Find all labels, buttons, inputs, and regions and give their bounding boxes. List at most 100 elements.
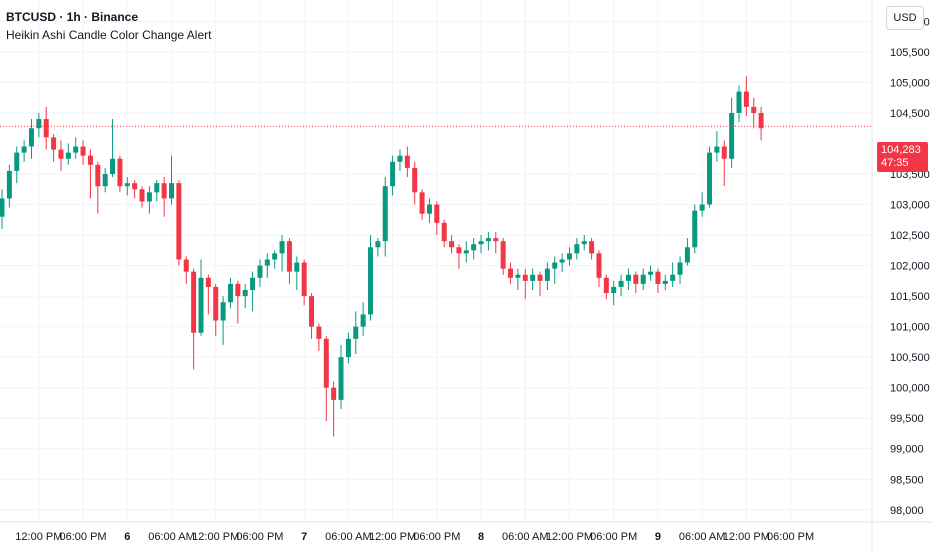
candle-body — [73, 146, 79, 153]
candle-up — [279, 235, 285, 272]
currency-button[interactable]: USD — [886, 6, 924, 30]
candle-body — [375, 241, 381, 248]
time-tick-label: 7 — [301, 531, 307, 543]
candle-up — [463, 241, 469, 263]
candle-down — [743, 76, 749, 116]
candle-body — [434, 204, 440, 223]
candle-body — [323, 338, 329, 388]
candle-up — [375, 238, 381, 257]
candle-body — [124, 183, 130, 187]
price-tick-label: 104,500 — [890, 108, 930, 120]
candle-down — [419, 189, 425, 220]
candle-up — [397, 149, 403, 171]
candle-up — [0, 189, 5, 229]
candle-down — [603, 274, 609, 300]
candle-body — [677, 262, 683, 275]
candle-up — [478, 235, 484, 254]
candle-body — [397, 155, 403, 162]
candle-body — [139, 189, 145, 202]
price-tick-label: 101,500 — [890, 291, 930, 303]
candle-down — [655, 268, 661, 294]
time-tick-label: 12:00 PM — [15, 531, 62, 543]
candle-body — [345, 338, 351, 358]
time-tick-label: 06:00 AM — [679, 531, 725, 543]
candle-down — [58, 140, 64, 171]
candle-up — [618, 274, 624, 297]
candle-up — [110, 119, 116, 178]
last-price-badge: 104,283 47:35 — [877, 142, 928, 172]
candle-body — [28, 128, 34, 147]
candle-up — [471, 238, 477, 260]
candle-body — [227, 283, 233, 303]
candle-down — [205, 274, 211, 315]
candle-up — [257, 259, 263, 287]
candle-up — [662, 274, 668, 290]
candle-body — [220, 302, 226, 321]
candle-up — [28, 119, 34, 159]
time-tick-label: 06:00 PM — [590, 531, 637, 543]
candle-body — [707, 152, 713, 205]
candle-body — [552, 262, 558, 269]
candle-up — [677, 256, 683, 284]
candle-up — [684, 238, 690, 266]
candle-body — [655, 271, 661, 284]
candle-body — [6, 170, 12, 199]
price-axis[interactable]: 106,000105,500105,000104,500103,500103,0… — [890, 16, 930, 516]
candle-up — [169, 155, 175, 205]
last-price-value: 104,283 — [881, 144, 921, 156]
price-tick-label: 98,000 — [890, 505, 924, 517]
candle-body — [714, 146, 720, 153]
candle-body — [102, 174, 108, 187]
candle-down — [537, 271, 543, 297]
price-tick-label: 105,500 — [890, 47, 930, 59]
candle-down — [500, 238, 506, 275]
indicator-title[interactable]: Heikin Ashi Candle Color Change Alert — [6, 28, 212, 42]
candle-down — [508, 262, 514, 284]
candle-body — [758, 112, 764, 129]
candle-up — [272, 250, 278, 269]
candle-up — [124, 177, 130, 196]
candle-body — [235, 283, 241, 297]
candle-up — [382, 177, 388, 257]
candle-body — [146, 192, 152, 202]
candle-up — [648, 265, 654, 281]
candle-up — [559, 253, 565, 272]
time-tick-label: 12:00 PM — [192, 531, 239, 543]
candle-body — [353, 326, 359, 339]
candle-body — [205, 277, 211, 287]
candle-up — [102, 167, 108, 193]
candle-body — [544, 268, 550, 281]
candle-up — [699, 192, 705, 217]
candle-up — [345, 332, 351, 364]
price-tick-label: 100,500 — [890, 352, 930, 364]
candle-up — [368, 235, 373, 321]
candle-up — [566, 247, 572, 266]
candle-body — [242, 290, 248, 297]
candle-down — [721, 140, 727, 187]
candle-body — [471, 244, 477, 251]
candle-down — [161, 177, 167, 217]
candle-up — [625, 268, 631, 290]
candles — [0, 76, 764, 437]
candle-up — [670, 262, 676, 287]
candle-up — [530, 268, 536, 290]
candle-down — [323, 335, 329, 422]
candle-body — [463, 250, 469, 254]
candle-body — [670, 274, 676, 281]
candle-body — [493, 238, 499, 242]
candle-down — [434, 201, 440, 236]
candle-body — [603, 277, 609, 294]
candle-down — [213, 283, 219, 336]
candle-up — [154, 180, 160, 202]
time-tick-label: 06:00 PM — [767, 531, 814, 543]
candle-down — [117, 155, 123, 193]
candle-body — [589, 241, 595, 254]
symbol-title[interactable]: BTCUSD · 1h · Binance — [6, 10, 139, 24]
candle-body — [537, 274, 543, 281]
candle-body — [213, 286, 219, 321]
candle-body — [485, 238, 491, 242]
